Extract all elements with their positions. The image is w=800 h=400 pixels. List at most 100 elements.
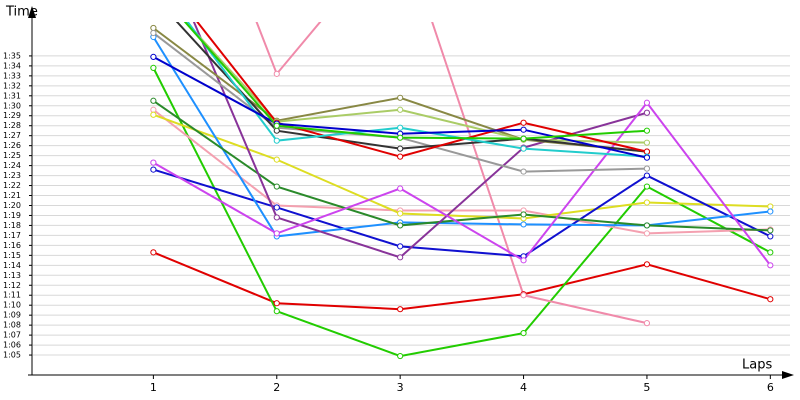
y-tick-label: 1:08 — [3, 321, 21, 330]
y-axis-label: Time — [5, 5, 38, 20]
y-tick-label: 1:12 — [3, 281, 21, 290]
x-tick-label: 4 — [520, 381, 527, 394]
data-point — [397, 134, 404, 141]
data-point — [397, 106, 404, 113]
data-point — [643, 199, 651, 206]
data-point — [643, 222, 651, 229]
data-point — [643, 127, 651, 134]
data-point — [397, 243, 404, 250]
data-point — [397, 94, 404, 101]
data-point — [520, 257, 527, 264]
data-point — [273, 214, 280, 221]
data-point — [520, 211, 527, 218]
y-tick-label: 1:34 — [3, 61, 21, 70]
data-point — [397, 254, 404, 261]
series-line — [153, 113, 771, 220]
data-point — [767, 249, 774, 256]
data-point — [273, 300, 280, 307]
data-point — [150, 106, 157, 113]
x-axis-arrow — [782, 371, 794, 379]
data-point — [397, 124, 404, 131]
y-tick-label: 1:20 — [3, 201, 21, 210]
series-line — [152, 101, 772, 266]
series-line — [152, 67, 771, 358]
data-point — [150, 111, 157, 118]
y-tick-label: 1:23 — [3, 171, 21, 180]
y-tick-label: 1:25 — [3, 151, 21, 160]
y-axis-arrow — [28, 6, 36, 18]
y-tick-label: 1:15 — [3, 251, 21, 260]
data-point — [767, 208, 774, 215]
data-point — [520, 330, 527, 337]
data-point — [520, 221, 527, 228]
data-point — [643, 139, 651, 146]
series-line — [183, 22, 647, 140]
series-line — [153, 168, 771, 258]
data-point — [520, 292, 527, 299]
y-tick-label: 1:06 — [3, 341, 21, 350]
data-point — [273, 156, 280, 163]
y-tick-label: 1:09 — [3, 311, 21, 320]
data-point — [643, 109, 651, 116]
x-tick-label: 6 — [767, 381, 774, 394]
data-point — [520, 145, 527, 152]
y-tick-label: 1:21 — [3, 191, 21, 200]
data-point — [520, 119, 527, 126]
y-tick-label: 1:11 — [3, 291, 21, 300]
data-point — [150, 159, 157, 166]
y-tick-label: 1:32 — [3, 81, 21, 90]
y-tick-label: 1:14 — [3, 261, 21, 270]
data-point — [397, 222, 404, 229]
data-point — [150, 24, 157, 32]
x-tick-label: 1 — [150, 381, 157, 394]
series-line — [152, 99, 771, 232]
data-point — [643, 154, 651, 161]
y-tick-label: 1:29 — [3, 111, 21, 120]
data-point — [643, 320, 651, 327]
data-point — [520, 126, 527, 133]
x-axis-label: Laps — [742, 358, 772, 373]
data-point — [767, 233, 774, 240]
data-point — [520, 135, 527, 142]
data-point — [643, 172, 651, 179]
data-point — [643, 261, 651, 268]
data-point — [643, 230, 651, 237]
series-line — [152, 108, 771, 235]
data-point — [397, 145, 404, 152]
data-point — [643, 165, 651, 172]
data-point — [150, 29, 157, 37]
data-point — [273, 122, 280, 129]
data-point — [767, 296, 774, 303]
y-tick-label: 1:35 — [3, 51, 21, 60]
data-point — [150, 97, 157, 104]
x-tick-label: 3 — [397, 381, 404, 394]
data-point — [767, 227, 774, 234]
data-point — [273, 308, 280, 315]
y-tick-label: 1:31 — [3, 91, 21, 100]
data-point — [767, 203, 774, 210]
y-tick-label: 1:10 — [3, 301, 21, 310]
data-point — [767, 262, 774, 269]
data-point — [643, 183, 651, 190]
y-tick-label: 1:26 — [3, 141, 21, 150]
data-point — [150, 64, 157, 71]
y-tick-label: 1:07 — [3, 331, 21, 340]
data-point — [273, 204, 280, 211]
data-point — [273, 137, 280, 144]
data-point — [397, 153, 404, 160]
y-tick-label: 1:05 — [3, 351, 21, 360]
y-tick-label: 1:30 — [3, 101, 21, 110]
series-line — [152, 36, 771, 238]
series-line — [255, 22, 648, 325]
y-tick-label: 1:27 — [3, 131, 21, 140]
y-tick-label: 1:16 — [3, 241, 21, 250]
data-point — [273, 230, 280, 237]
data-point — [397, 352, 404, 360]
series-line — [153, 251, 771, 311]
y-tick-label: 1:33 — [3, 71, 21, 80]
data-point — [643, 148, 651, 155]
plot-area — [150, 22, 774, 360]
data-point — [273, 70, 280, 77]
data-point — [150, 53, 157, 61]
